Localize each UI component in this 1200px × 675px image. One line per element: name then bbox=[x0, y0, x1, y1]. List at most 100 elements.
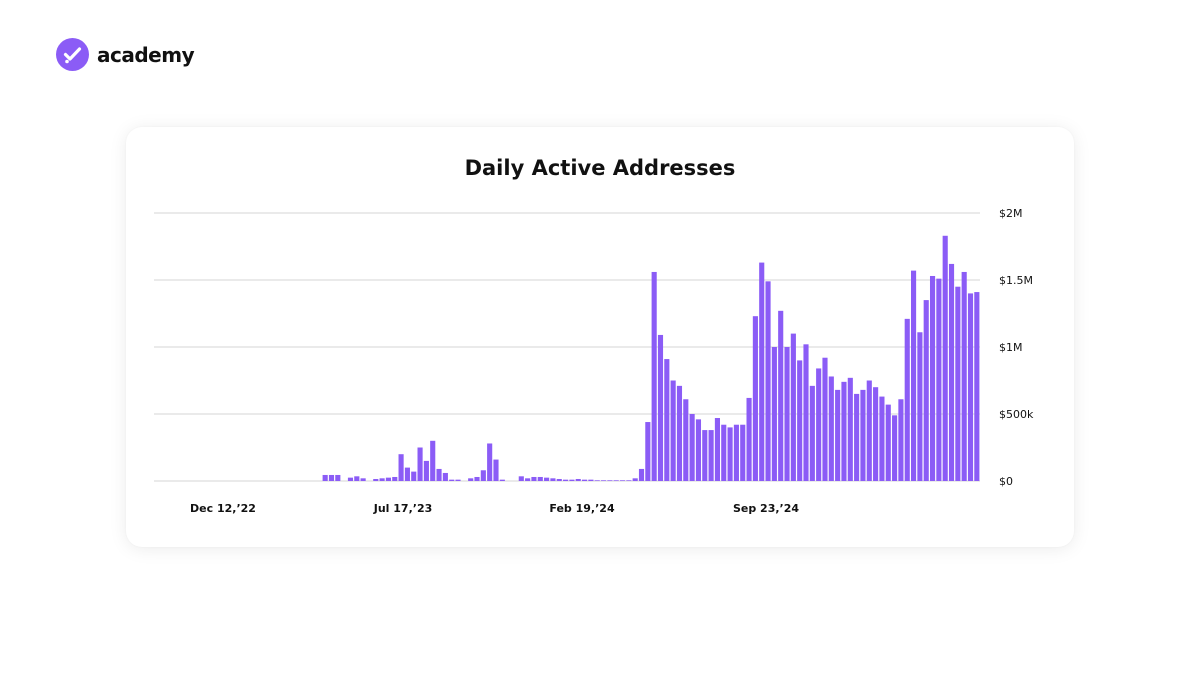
bar bbox=[746, 397, 752, 481]
bar bbox=[449, 479, 455, 481]
brand: academy bbox=[56, 38, 195, 71]
bar bbox=[657, 334, 664, 481]
bar bbox=[347, 477, 354, 481]
bar bbox=[683, 399, 689, 481]
bar bbox=[689, 414, 695, 481]
bar bbox=[967, 293, 974, 481]
bar bbox=[544, 477, 550, 481]
bar bbox=[873, 387, 879, 481]
y-tick-label: $1.5M bbox=[999, 274, 1033, 287]
bar bbox=[879, 396, 885, 481]
y-axis-ticks: $0 $500k $1M $1.5M $2M bbox=[999, 207, 1034, 488]
bar bbox=[847, 377, 853, 481]
bar bbox=[417, 447, 423, 481]
bar bbox=[594, 480, 600, 481]
bar bbox=[613, 480, 619, 481]
x-tick-label: Dec 12,’22 bbox=[190, 502, 256, 515]
bar bbox=[771, 347, 777, 481]
bar bbox=[411, 471, 417, 481]
bar bbox=[822, 357, 828, 481]
bar bbox=[670, 380, 676, 481]
bar bbox=[765, 281, 771, 481]
bar bbox=[797, 360, 803, 481]
x-tick-label: Sep 23,’24 bbox=[733, 502, 799, 515]
bar bbox=[721, 424, 727, 481]
bar bbox=[885, 404, 891, 481]
bar bbox=[373, 478, 379, 481]
bar bbox=[645, 422, 651, 481]
bar bbox=[493, 459, 499, 481]
bar bbox=[575, 478, 581, 481]
bars bbox=[322, 235, 980, 481]
bar bbox=[816, 368, 822, 481]
bar bbox=[328, 474, 335, 481]
bar bbox=[917, 332, 923, 481]
bar bbox=[569, 479, 575, 481]
bar bbox=[809, 385, 815, 481]
y-tick-label: $0 bbox=[999, 475, 1013, 488]
bar bbox=[759, 262, 765, 481]
bar bbox=[626, 480, 632, 481]
bar bbox=[835, 389, 841, 481]
bar bbox=[607, 480, 613, 481]
bar bbox=[676, 385, 683, 481]
bar bbox=[354, 476, 360, 481]
bar bbox=[442, 472, 448, 481]
x-tick-label: Feb 19,’24 bbox=[549, 502, 615, 515]
bar bbox=[828, 376, 834, 481]
logo-dot bbox=[65, 59, 69, 64]
bar bbox=[404, 467, 410, 481]
bar bbox=[911, 270, 917, 481]
bar bbox=[904, 318, 910, 481]
bar bbox=[740, 424, 746, 481]
bar bbox=[582, 479, 588, 481]
bar bbox=[803, 344, 809, 481]
chart-title: Daily Active Addresses bbox=[464, 156, 736, 180]
bar bbox=[360, 478, 366, 481]
bar bbox=[423, 460, 429, 481]
bar bbox=[638, 468, 645, 481]
brand-name: academy bbox=[97, 42, 195, 67]
bar bbox=[898, 399, 904, 481]
bar bbox=[695, 419, 702, 481]
bar bbox=[936, 278, 942, 481]
bar bbox=[537, 476, 543, 481]
bar bbox=[392, 476, 398, 481]
y-tick-label: $1M bbox=[999, 341, 1023, 354]
bar bbox=[784, 347, 790, 481]
bar bbox=[474, 476, 480, 481]
check-badge-icon bbox=[56, 38, 89, 71]
bar bbox=[929, 275, 936, 481]
bar bbox=[866, 380, 872, 481]
x-tick-label: Jul 17,’23 bbox=[373, 502, 433, 515]
bar bbox=[563, 479, 569, 481]
bar bbox=[335, 474, 341, 481]
bar bbox=[550, 478, 556, 481]
bar bbox=[487, 443, 493, 481]
bar bbox=[854, 393, 860, 481]
bar bbox=[841, 381, 847, 481]
bar bbox=[531, 476, 537, 481]
bar bbox=[752, 316, 758, 481]
bar bbox=[651, 271, 657, 481]
bar bbox=[974, 292, 980, 481]
bar bbox=[892, 415, 898, 481]
bar bbox=[385, 477, 391, 481]
bar bbox=[436, 468, 442, 481]
bar bbox=[518, 476, 524, 481]
bar bbox=[468, 478, 474, 481]
bar bbox=[702, 430, 708, 481]
y-tick-label: $500k bbox=[999, 408, 1034, 421]
y-tick-label: $2M bbox=[999, 207, 1023, 220]
logo-check bbox=[63, 47, 82, 61]
bar bbox=[619, 480, 626, 481]
bar bbox=[778, 310, 784, 481]
bar bbox=[664, 359, 670, 481]
bar bbox=[733, 424, 739, 481]
bar bbox=[600, 480, 607, 481]
bar bbox=[708, 430, 714, 481]
bar bbox=[480, 470, 486, 481]
bar bbox=[499, 479, 505, 481]
bar bbox=[860, 389, 866, 481]
bar bbox=[556, 478, 562, 481]
